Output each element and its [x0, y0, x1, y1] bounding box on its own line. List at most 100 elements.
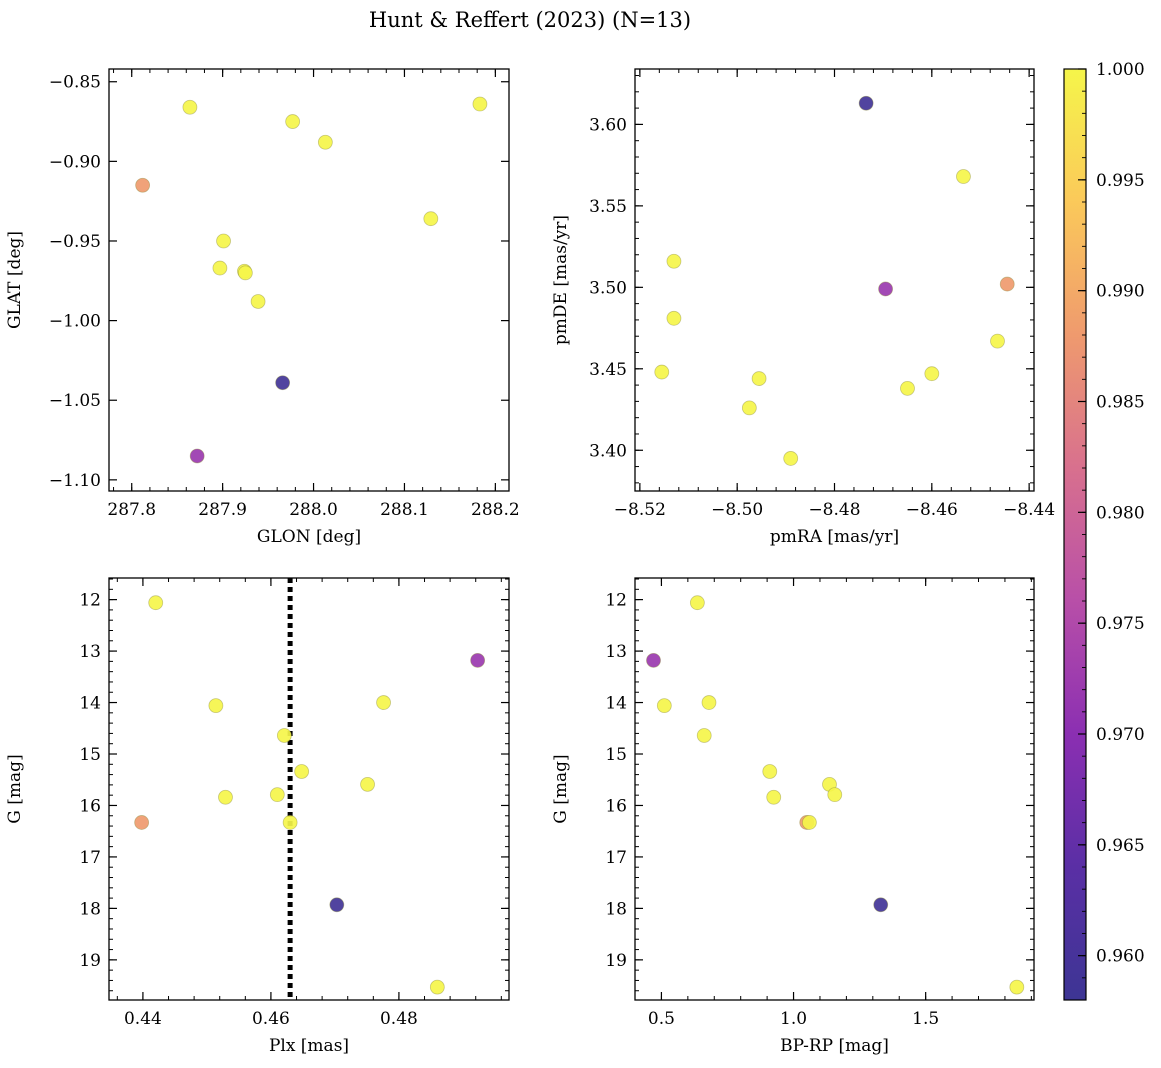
scatter-point	[134, 815, 150, 830]
y-tick-label: −1.10	[49, 471, 101, 491]
colorbar-tick-label: 0.990	[1096, 282, 1145, 302]
y-tick-label: −1.05	[49, 391, 101, 411]
scatter-point	[666, 310, 682, 326]
scatter-point	[208, 698, 224, 714]
axis-ticks	[109, 69, 509, 491]
scatter-points	[654, 95, 1015, 466]
colorbar-tick-label: 0.980	[1096, 503, 1145, 523]
colorbar-tick-label: 0.970	[1096, 725, 1145, 745]
y-tick-label: −0.95	[49, 232, 101, 252]
panel-glon-glat: 287.8 287.9 288.0 288.1 288.2 −0.85 −0.90 −0.95…	[5, 68, 520, 547]
y-tick-label: 12	[79, 591, 101, 611]
y-tick-label: 16	[79, 796, 101, 816]
scatter-point	[285, 114, 301, 129]
y-tick-label: 3.55	[589, 197, 627, 217]
axes-frame	[634, 577, 1035, 1001]
x-tick-label: 288.2	[471, 500, 520, 520]
scatter-points	[646, 595, 1025, 995]
scatter-point	[878, 281, 893, 297]
y-tick-label: 19	[79, 951, 101, 971]
scatter-point	[858, 95, 874, 111]
scatter-point	[701, 695, 717, 710]
axis-ticks	[635, 69, 1034, 491]
scatter-point	[182, 99, 198, 115]
scatter-point	[148, 595, 164, 611]
scatter-point	[999, 276, 1015, 292]
y-axis-label: GLAT [deg]	[5, 231, 25, 329]
y-tick-label: 16	[605, 796, 627, 816]
x-tick-label: 1.0	[780, 1009, 807, 1029]
scatter-point	[269, 787, 285, 803]
x-tick-label: −8.48	[808, 500, 860, 520]
y-tick-label: −1.00	[49, 312, 101, 332]
y-tick-label: −0.90	[49, 152, 101, 172]
scatter-point	[276, 728, 292, 743]
scatter-point	[189, 448, 205, 464]
x-tick-label: 0.44	[124, 1009, 162, 1029]
x-tick-label: −8.46	[906, 500, 958, 520]
scatter-point	[762, 764, 778, 779]
colorbar-tick-label: 0.960	[1096, 947, 1145, 967]
y-axis-label: pmDE [mas/yr]	[551, 215, 571, 345]
colorbar-tick-label: 1.000	[1096, 60, 1145, 80]
colorbar-tick-label: 0.975	[1096, 614, 1145, 634]
y-tick-label: 19	[605, 951, 627, 971]
x-tick-label: 0.48	[380, 1009, 418, 1029]
panel-color-magnitude: 0.5 1.0 1.5 12 13 14 15 16 17 18 19 BP-RP [mag] G [m…	[551, 577, 1035, 1056]
scatter-point	[218, 789, 233, 805]
y-tick-label: 18	[605, 899, 627, 919]
scatter-point	[766, 789, 782, 805]
scatter-point	[646, 652, 661, 668]
axes-frame	[108, 68, 510, 492]
scatter-points	[135, 96, 488, 464]
axis-ticks	[634, 578, 1034, 1000]
x-axis-label: GLON [deg]	[257, 527, 361, 547]
scatter-point	[656, 698, 672, 714]
scatter-point	[135, 177, 151, 193]
axis-ticks	[109, 578, 509, 1000]
scatter-point	[329, 897, 345, 913]
scatter-point	[423, 211, 439, 227]
scatter-point	[472, 96, 488, 112]
x-tick-label: 1.5	[912, 1009, 939, 1029]
y-tick-label: 3.50	[589, 278, 627, 298]
scatter-point	[282, 815, 298, 830]
y-tick-label: 14	[605, 694, 627, 714]
scatter-point	[360, 776, 375, 792]
y-tick-label: 3.40	[589, 441, 627, 461]
colorbar-tick-label: 0.985	[1096, 393, 1145, 413]
scatter-point	[237, 265, 253, 281]
x-tick-label: 0.5	[648, 1009, 675, 1029]
x-axis-label: pmRA [mas/yr]	[770, 527, 899, 547]
axes-frame	[108, 577, 510, 1001]
panel-plx-g: 0.44 0.46 0.48 12 13 14 15 16 17 18 19 Plx [mas] G […	[5, 577, 510, 1056]
y-tick-label: 15	[79, 745, 101, 765]
y-tick-label: 14	[79, 694, 101, 714]
y-tick-label: 15	[605, 745, 627, 765]
scatter-point	[470, 652, 486, 668]
axes-frame	[634, 68, 1035, 492]
x-tick-label: −8.50	[711, 500, 763, 520]
scatter-points	[134, 595, 486, 995]
scatter-point	[294, 764, 310, 779]
colorbar-ticks: 0.960 0.965 0.970 0.975 0.980 0.985 0.990 0.995…	[1078, 60, 1145, 1001]
scatter-point	[689, 595, 705, 611]
scatter-point	[376, 695, 391, 710]
x-tick-label: −8.44	[1003, 500, 1055, 520]
colorbar: 0.960 0.965 0.970 0.975 0.980 0.985 0.990 0.995…	[1063, 60, 1145, 1001]
scatter-point	[783, 451, 799, 466]
x-tick-label: 288.0	[289, 500, 338, 520]
scatter-point	[1009, 979, 1025, 995]
x-tick-label: 288.1	[380, 500, 429, 520]
y-tick-label: −0.85	[49, 73, 101, 93]
scatter-point	[212, 260, 228, 276]
scatter-point	[827, 787, 843, 803]
scatter-point	[275, 375, 291, 391]
y-tick-label: 3.60	[589, 115, 627, 135]
scatter-point	[429, 979, 445, 995]
scatter-point	[666, 253, 682, 269]
y-tick-label: 3.45	[589, 360, 627, 380]
y-tick-label: 18	[79, 899, 101, 919]
y-tick-label: 12	[605, 591, 627, 611]
y-tick-label: 13	[79, 642, 101, 662]
